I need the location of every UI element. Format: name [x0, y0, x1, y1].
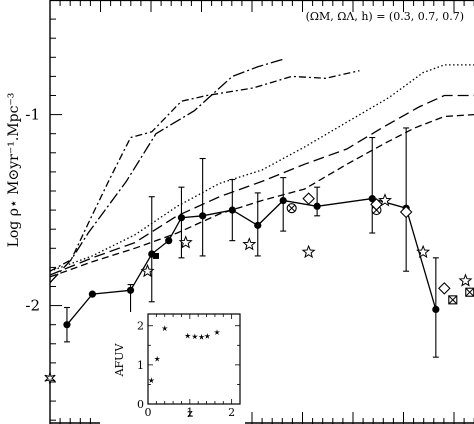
marker-filled-circle: [368, 195, 376, 203]
inset-x-tick-label: 2: [228, 406, 235, 419]
cosmology-label: (ΩM, ΩΛ, h) = (0.3, 0.7, 0.7): [306, 10, 464, 23]
line-short-dash: [49, 113, 474, 278]
inset-star-point: [191, 333, 198, 340]
data-markers: [44, 192, 474, 385]
marker-open-star: [378, 193, 393, 207]
marker-filled-circle: [165, 237, 173, 245]
marker-filled-circle: [313, 202, 321, 210]
line-long-dash-dot-points: [49, 58, 284, 284]
error-bars: [63, 127, 439, 358]
inset-chart: 0 1 2 0 1 2 z AFUV: [100, 312, 245, 424]
marker-filled-square: [153, 252, 159, 259]
y-axis-label: Log ρ⋆ M⊙yr⁻¹.Mpc⁻³: [6, 93, 22, 248]
marker-square-cross-b: [465, 287, 474, 297]
inset-x-label: z: [187, 407, 193, 420]
y-tick-label: -1: [25, 106, 40, 124]
line-solid-with-points: [66, 197, 437, 326]
marker-open-diamond: [399, 205, 413, 219]
line-long-dash: [49, 94, 474, 276]
marker-open-diamond: [370, 198, 383, 211]
marker-filled-circle: [63, 321, 71, 329]
y-tick-label: -2: [25, 297, 40, 315]
line-dotted: [49, 64, 474, 272]
marker-filled-circle: [199, 212, 207, 220]
marker-circle-cross-b: [288, 204, 296, 212]
inset-y-tick-label: 2: [137, 320, 144, 333]
marker-open-star: [242, 237, 257, 251]
marker-filled-circle: [88, 290, 96, 298]
inset-frame: [147, 313, 241, 405]
inset-x-tick-label: 0: [145, 406, 152, 419]
marker-filled-circle: [177, 214, 186, 222]
inset-star-point: [198, 333, 205, 340]
inset-y-tick-label: 0: [137, 398, 144, 411]
inset-background: [100, 312, 245, 424]
inset-star-point: [214, 329, 220, 335]
marker-filled-circle: [126, 286, 135, 294]
inset-x-tick-label: 1: [186, 406, 193, 419]
marker-open-diamond: [438, 282, 451, 295]
marker-filled-circle: [432, 305, 440, 314]
marker-filled-circle: [228, 206, 236, 214]
axis-labels: Log ρ⋆ M⊙yr⁻¹.Mpc⁻³ (ΩM, ΩΛ, h) = (0.3, 0…: [6, 10, 464, 247]
marker-open-star: [178, 235, 193, 249]
model-lines: [49, 58, 474, 326]
marker-open-star: [416, 244, 431, 259]
inset-star-point: [154, 355, 161, 362]
marker-filled-circle: [279, 196, 287, 205]
inset-y-tick-label: 1: [137, 359, 144, 372]
inset-star-point: [148, 377, 155, 384]
marker-open-star: [458, 273, 473, 287]
marker-star: [44, 372, 56, 385]
marker-filled-circle: [254, 221, 262, 229]
marker-open-star: [301, 244, 316, 259]
inset-star-point: [184, 332, 191, 339]
inset-star-point: [204, 333, 211, 339]
inset-star-point: [161, 325, 168, 332]
marker-open-diamond: [302, 192, 315, 205]
marker-square-cross-b: [448, 295, 458, 305]
inset-y-label: AFUV: [113, 343, 126, 378]
marker-open-star: [140, 263, 155, 278]
